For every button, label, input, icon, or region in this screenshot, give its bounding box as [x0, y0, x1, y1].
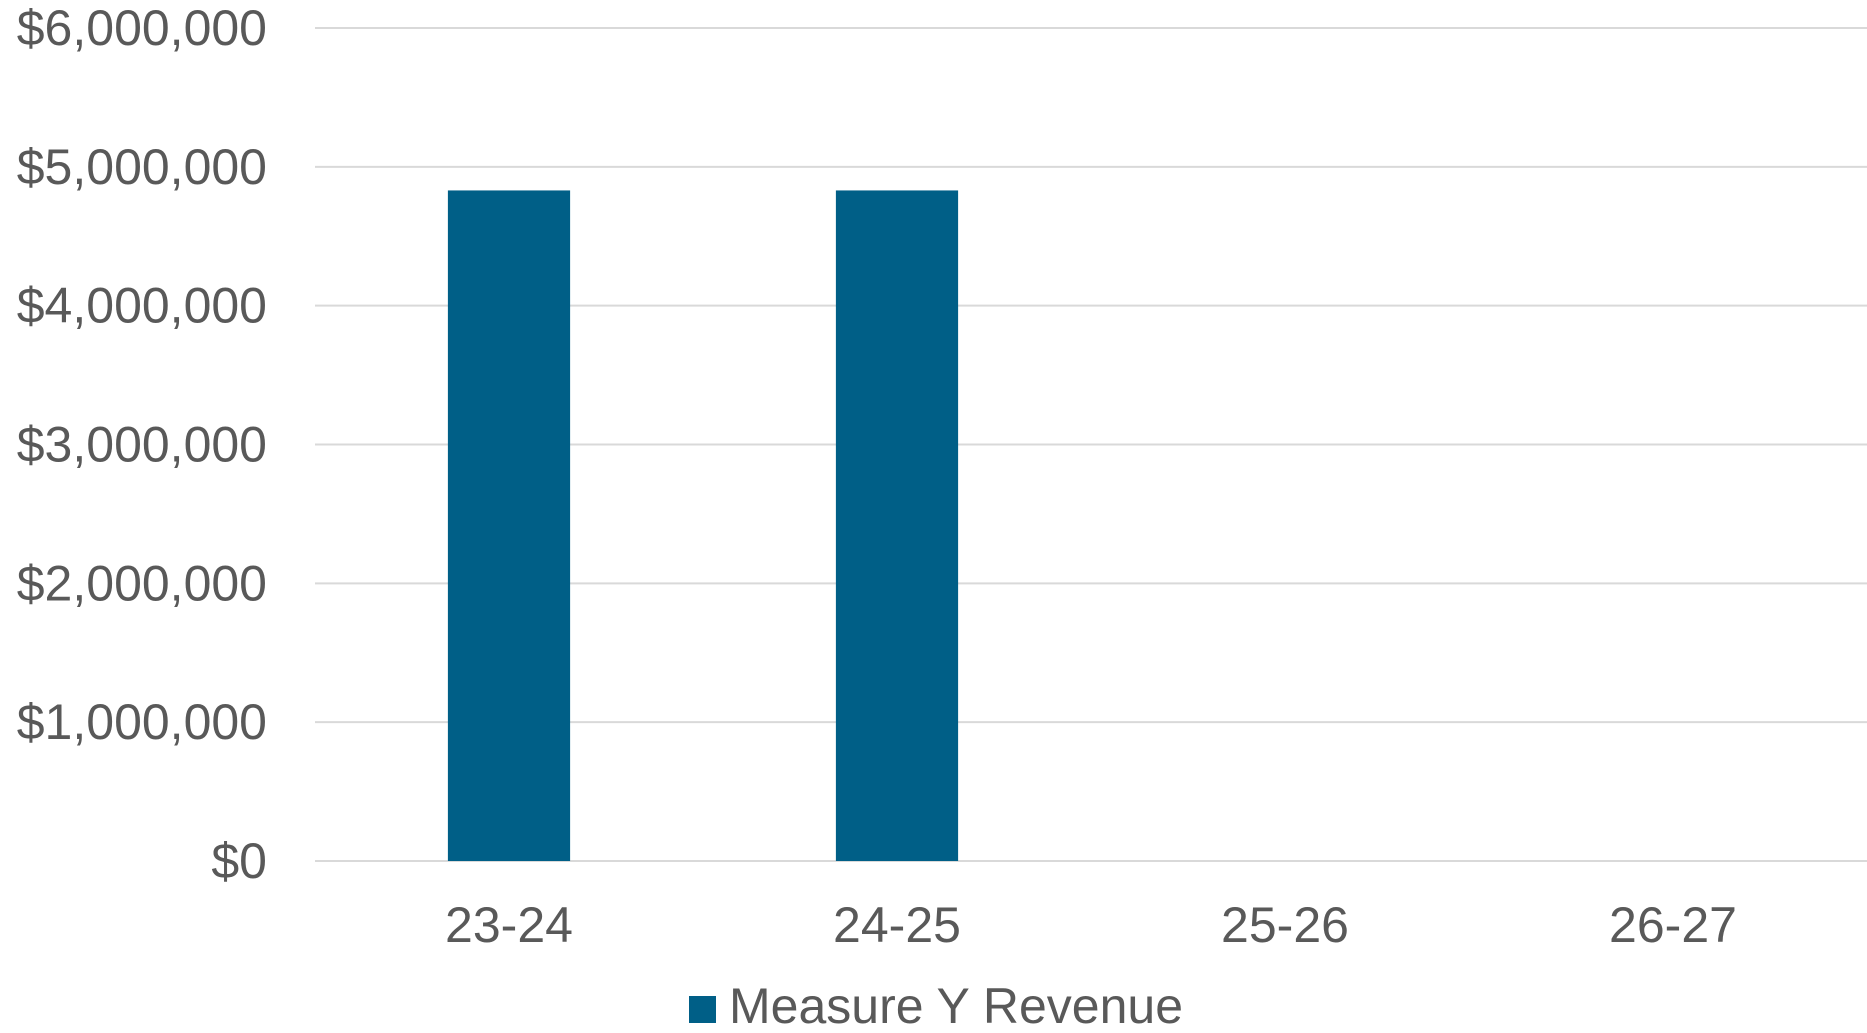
x-tick-label: 24-25 [833, 897, 961, 953]
bars [447, 190, 959, 861]
y-tick-label: $1,000,000 [17, 694, 267, 750]
gridlines [315, 27, 1867, 862]
x-tick-label: 26-27 [1609, 897, 1737, 953]
x-tick-label: 23-24 [445, 897, 573, 953]
y-tick-label: $0 [211, 833, 267, 889]
legend: Measure Y Revenue [689, 978, 1183, 1033]
x-tick-label: 25-26 [1221, 897, 1349, 953]
y-tick-label: $3,000,000 [17, 417, 267, 473]
y-tick-label: $4,000,000 [17, 278, 267, 334]
y-tick-label: $2,000,000 [17, 555, 267, 611]
x-axis-tick-labels: 23-24 24-25 25-26 26-27 [445, 897, 1737, 953]
y-tick-label: $5,000,000 [17, 139, 267, 195]
y-tick-label: $6,000,000 [17, 0, 267, 56]
bar [835, 190, 959, 861]
legend-swatch [689, 996, 716, 1023]
bar [447, 190, 571, 861]
y-axis-tick-labels: $0 $1,000,000 $2,000,000 $3,000,000 $4,000,0… [17, 0, 267, 889]
legend-label: Measure Y Revenue [729, 978, 1183, 1028]
